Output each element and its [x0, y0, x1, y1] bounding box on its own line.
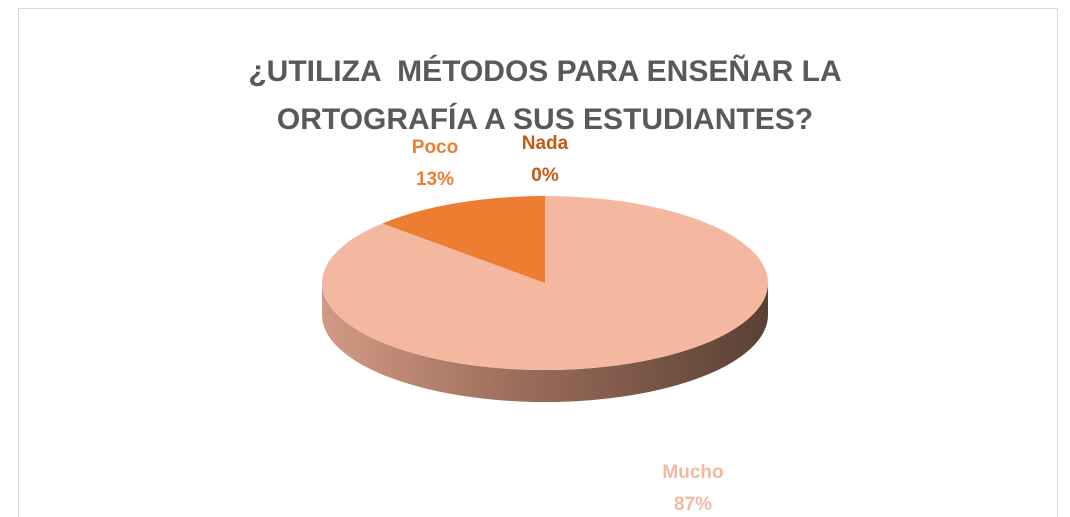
- data-label-value: 0%: [531, 165, 559, 186]
- pie-side: [322, 283, 768, 402]
- data-label-name: Mucho: [662, 462, 723, 483]
- data-label-name: Nada: [522, 133, 569, 154]
- data-label-value: 87%: [674, 494, 712, 515]
- data-label-name: Poco: [412, 137, 458, 158]
- chart-title: ¿UTILIZA MÉTODOS PARA ENSEÑAR LA ORTOGRA…: [248, 55, 851, 136]
- chart-frame: [18, 8, 1058, 517]
- pie-slice: [382, 196, 545, 283]
- data-label-value: 13%: [416, 169, 454, 190]
